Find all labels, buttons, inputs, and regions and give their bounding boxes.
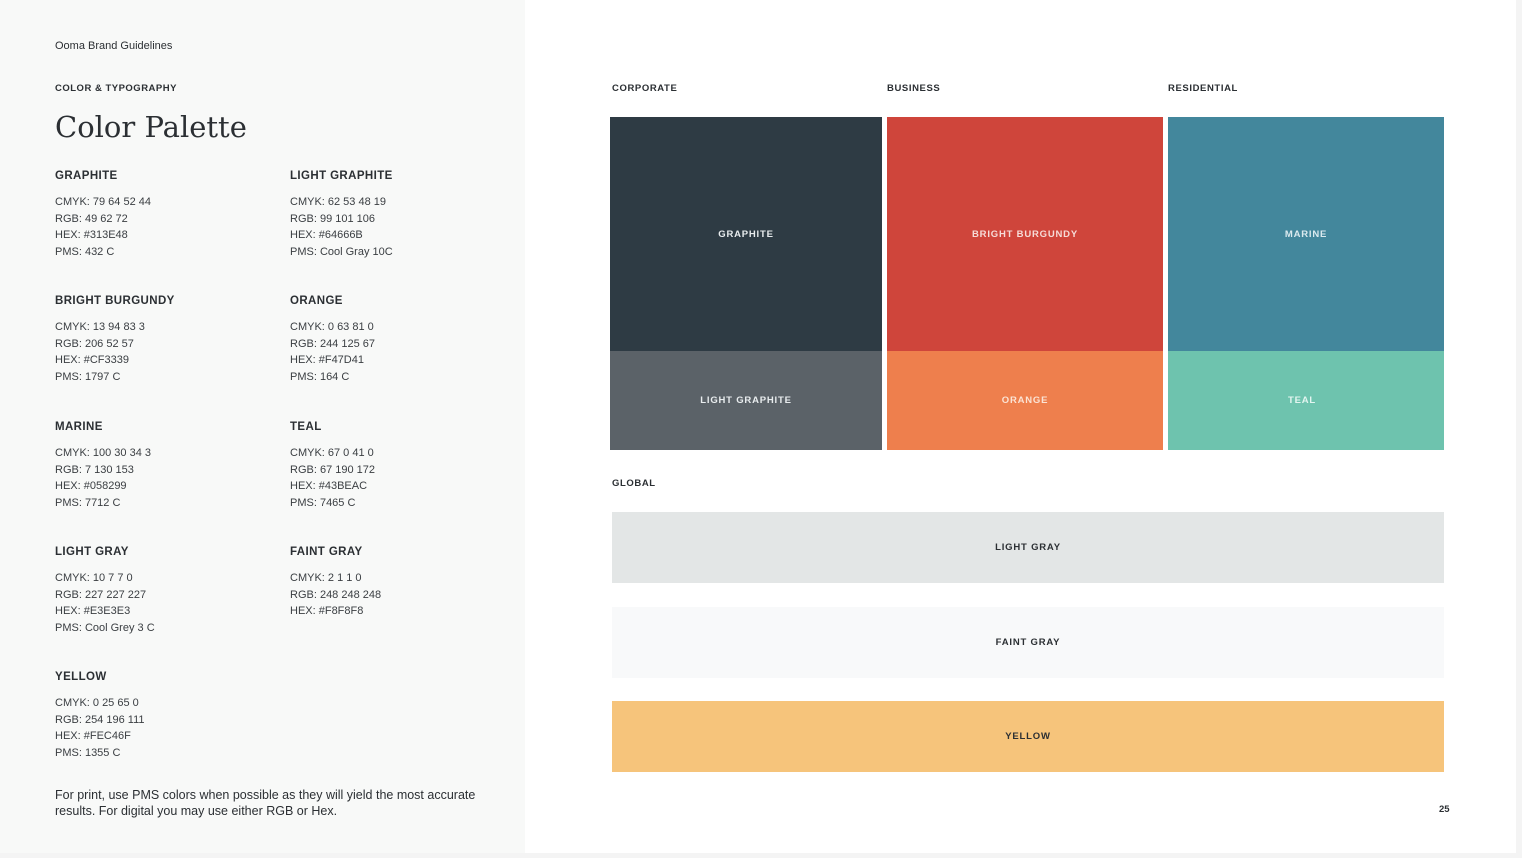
column-header-business: BUSINESS — [887, 83, 941, 94]
spec-rgb: RGB: 99 101 106 — [290, 212, 376, 225]
spec-teal: TEAL CMYK: 67 0 41 0 RGB: 67 190 172 HEX… — [290, 421, 510, 512]
spec-rgb: RGB: 244 125 67 — [290, 337, 376, 350]
swatch-label: LIGHT GRAY — [995, 542, 1061, 553]
spec-faint-gray: FAINT GRAY CMYK: 2 1 1 0 RGB: 248 248 24… — [290, 546, 510, 620]
spec-hex: HEX: #FEC46F — [55, 730, 131, 743]
spec-hex: HEX: #43BEAC — [290, 480, 368, 493]
spec-rgb: RGB: 206 52 57 — [55, 337, 134, 350]
spec-hex: HEX: #F47D41 — [290, 354, 364, 367]
spec-name: LIGHT GRAY — [55, 546, 129, 558]
section-label: COLOR & TYPOGRAPHY — [55, 83, 177, 94]
swatch-bright-burgundy: BRIGHT BURGUNDY — [887, 117, 1163, 351]
column-header-corporate: CORPORATE — [612, 83, 678, 94]
spec-name: MARINE — [55, 421, 103, 433]
swatch-light-gray: LIGHT GRAY — [612, 512, 1444, 583]
spec-name: YELLOW — [55, 671, 107, 683]
spec-cmyk: CMYK: 2 1 1 0 — [290, 572, 362, 584]
swatch-orange: ORANGE — [887, 351, 1163, 450]
swatch-label: GRAPHITE — [718, 228, 774, 240]
spec-hex: HEX: #313E48 — [55, 229, 128, 242]
page-number: 25 — [1439, 804, 1450, 815]
spec-light-gray: LIGHT GRAY CMYK: 10 7 7 0 RGB: 227 227 2… — [55, 546, 275, 637]
swatch-yellow: YELLOW — [612, 701, 1444, 772]
swatch-label: LIGHT GRAPHITE — [700, 395, 792, 406]
swatch-teal: TEAL — [1168, 351, 1436, 450]
swatch-label: ORANGE — [1001, 395, 1049, 406]
swatch-graphite: GRAPHITE — [610, 117, 882, 351]
spec-hex: HEX: #E3E3E3 — [55, 605, 131, 618]
usage-note: For print, use PMS colors when possible … — [55, 788, 476, 818]
spec-cmyk: CMYK: 62 53 48 19 — [290, 196, 387, 208]
swatch-label: YELLOW — [1005, 731, 1051, 742]
spec-pms: PMS: Cool Gray 10C — [290, 246, 393, 259]
spec-cmyk: CMYK: 0 63 81 0 — [290, 321, 374, 333]
page-title: Color Palette — [55, 110, 247, 144]
spec-rgb: RGB: 49 62 72 — [55, 212, 128, 225]
spec-pms: PMS: 7465 C — [290, 497, 356, 510]
spec-name: LIGHT GRAPHITE — [290, 170, 393, 182]
color-spec-panel: Ooma Brand Guidelines COLOR & TYPOGRAPHY… — [0, 0, 525, 853]
spec-name: BRIGHT BURGUNDY — [55, 295, 175, 307]
spec-light-graphite: LIGHT GRAPHITE CMYK: 62 53 48 19 RGB: 99… — [290, 170, 510, 261]
spec-name: FAINT GRAY — [290, 546, 363, 558]
swatch-label: BRIGHT BURGUNDY — [972, 228, 1078, 240]
spec-pms: PMS: 164 C — [290, 371, 350, 384]
spec-rgb: RGB: 227 227 227 — [55, 588, 147, 601]
spec-name: GRAPHITE — [55, 170, 118, 182]
spec-pms: PMS: 1797 C — [55, 371, 121, 384]
spec-rgb: RGB: 7 130 153 — [55, 463, 134, 476]
spec-pms: PMS: Cool Grey 3 C — [55, 622, 155, 635]
swatch-label: TEAL — [1287, 395, 1316, 406]
spec-cmyk: CMYK: 10 7 7 0 — [55, 572, 133, 584]
spec-name: TEAL — [290, 421, 322, 433]
spec-hex: HEX: #64666B — [290, 229, 363, 242]
spec-marine: MARINE CMYK: 100 30 34 3 RGB: 7 130 153 … — [55, 421, 275, 512]
spec-rgb: RGB: 67 190 172 — [290, 463, 376, 476]
column-header-global: GLOBAL — [612, 478, 656, 489]
spec-rgb: RGB: 254 196 111 — [55, 713, 145, 726]
spec-orange: ORANGE CMYK: 0 63 81 0 RGB: 244 125 67 H… — [290, 295, 510, 386]
spec-hex: HEX: #CF3339 — [55, 354, 129, 367]
spec-hex: HEX: #058299 — [55, 480, 127, 493]
spec-cmyk: CMYK: 67 0 41 0 — [290, 447, 374, 459]
column-header-residential: RESIDENTIAL — [1168, 83, 1238, 94]
spec-cmyk: CMYK: 13 94 83 3 — [55, 321, 145, 333]
swatch-label: MARINE — [1284, 228, 1328, 240]
spec-cmyk: CMYK: 0 25 65 0 — [55, 697, 139, 709]
spec-graphite: GRAPHITE CMYK: 79 64 52 44 RGB: 49 62 72… — [55, 170, 275, 261]
document-title: Ooma Brand Guidelines — [55, 40, 173, 52]
spec-pms: PMS: 1355 C — [55, 747, 121, 760]
spec-yellow: YELLOW CMYK: 0 25 65 0 RGB: 254 196 111 … — [55, 671, 275, 762]
spec-pms: PMS: 7712 C — [55, 497, 121, 510]
swatch-marine: MARINE — [1168, 117, 1444, 351]
spec-hex: HEX: #F8F8F8 — [290, 605, 364, 618]
spec-cmyk: CMYK: 79 64 52 44 — [55, 196, 152, 208]
spec-rgb: RGB: 248 248 248 — [290, 588, 382, 601]
spec-bright-burgundy: BRIGHT BURGUNDY CMYK: 13 94 83 3 RGB: 20… — [55, 295, 275, 386]
swatch-faint-gray: FAINT GRAY — [612, 607, 1444, 678]
swatch-light-graphite: LIGHT GRAPHITE — [610, 351, 882, 450]
spec-pms: PMS: 432 C — [55, 246, 115, 259]
swatch-teal-edge — [1436, 351, 1444, 450]
spec-cmyk: CMYK: 100 30 34 3 — [55, 447, 152, 459]
swatch-label: FAINT GRAY — [995, 637, 1061, 648]
spec-name: ORANGE — [290, 295, 343, 307]
